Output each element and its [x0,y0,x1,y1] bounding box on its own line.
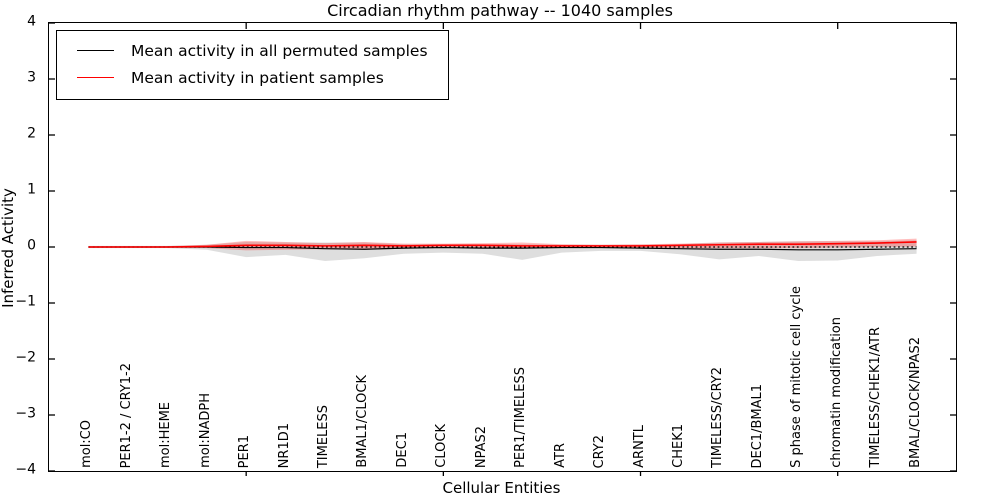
permuted-line-sample-icon [77,50,114,51]
x-category-label: TIMELESS/CHEK1/ATR [868,327,884,468]
y-tick-label: 0 [27,237,36,254]
x-category-label: S phase of mitotic cell cycle [789,286,805,468]
x-category-label: mol:NADPH [197,393,213,468]
x-category-label: PER1-2 / CRY1-2 [118,362,134,468]
x-category-label: DEC1/BMAL1 [749,383,765,469]
x-category-label: mol:HEME [158,401,174,468]
x-category-label: PER1 [237,434,253,468]
y-tick-labels: 4 3 2 1 0 −1 −2 −3 −4 [0,14,42,478]
y-tick-label: 3 [27,69,36,86]
chart-title: Circadian rhythm pathway -- 1040 samples [327,1,673,20]
y-tick-label: 2 [27,125,36,142]
line-patient-mean [88,241,917,248]
y-tick-label: −4 [15,461,36,478]
x-category-label: NPAS2 [473,425,489,468]
x-category-label: PER1/TIMELESS [513,367,529,468]
y-tick-label: −1 [15,293,36,310]
y-tick-label: −3 [15,405,36,422]
line-permuted-mean [88,246,917,251]
x-category-label: BMAL1/CLOCK [355,375,371,468]
x-category-label: chromatin modification [828,317,844,468]
legend-label-permuted: Mean activity in all permuted samples [131,41,428,60]
x-category-label: TIMELESS/CRY2 [710,366,726,468]
y-tick-label: 1 [27,181,36,198]
x-category-label: TIMELESS [316,404,332,468]
x-category-label: DEC1 [394,432,410,468]
legend-label-patient: Mean activity in patient samples [131,68,384,87]
x-category-label: BMAL/CLOCK/NPAS2 [907,337,923,468]
legend-item-patient: Mean activity in patient samples [71,64,434,91]
y-tick-label: 4 [27,13,36,30]
x-category-label: mol:CO [79,420,95,468]
x-category-label: CHEK1 [670,424,686,468]
y-tick-label: −2 [15,349,36,366]
x-category-label: ATR [552,443,568,468]
patient-line-sample-icon [77,77,114,78]
x-category-label: NR1D1 [276,422,292,468]
x-axis-label: Cellular Entities [442,479,561,497]
chart-canvas [49,22,956,476]
x-category-label: CRY2 [592,434,608,469]
x-category-label: CLOCK [434,424,450,468]
x-category-label: ARNTL [631,425,647,468]
y-axis-label: Inferred Activity [0,188,17,308]
legend-item-permuted: Mean activity in all permuted samples [71,37,434,64]
legend: Mean activity in all permuted samples Me… [56,30,449,100]
